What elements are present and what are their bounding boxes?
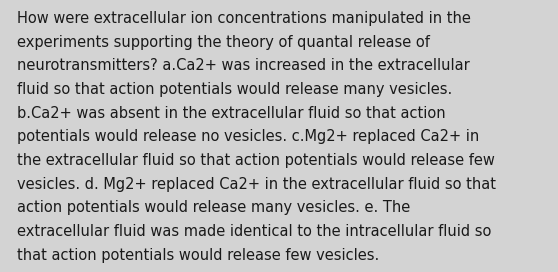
Text: that action potentials would release few vesicles.: that action potentials would release few… [17,248,379,262]
Text: How were extracellular ion concentrations manipulated in the: How were extracellular ion concentration… [17,11,470,26]
Text: fluid so that action potentials would release many vesicles.: fluid so that action potentials would re… [17,82,452,97]
Text: action potentials would release many vesicles. e. The: action potentials would release many ves… [17,200,410,215]
Text: neurotransmitters? a.Ca2+ was increased in the extracellular: neurotransmitters? a.Ca2+ was increased … [17,58,469,73]
Text: the extracellular fluid so that action potentials would release few: the extracellular fluid so that action p… [17,153,494,168]
Text: potentials would release no vesicles. c.Mg2+ replaced Ca2+ in: potentials would release no vesicles. c.… [17,129,479,144]
Text: experiments supporting the theory of quantal release of: experiments supporting the theory of qua… [17,35,430,50]
Text: extracellular fluid was made identical to the intracellular fluid so: extracellular fluid was made identical t… [17,224,491,239]
Text: vesicles. d. Mg2+ replaced Ca2+ in the extracellular fluid so that: vesicles. d. Mg2+ replaced Ca2+ in the e… [17,177,496,191]
Text: b.Ca2+ was absent in the extracellular fluid so that action: b.Ca2+ was absent in the extracellular f… [17,106,445,120]
